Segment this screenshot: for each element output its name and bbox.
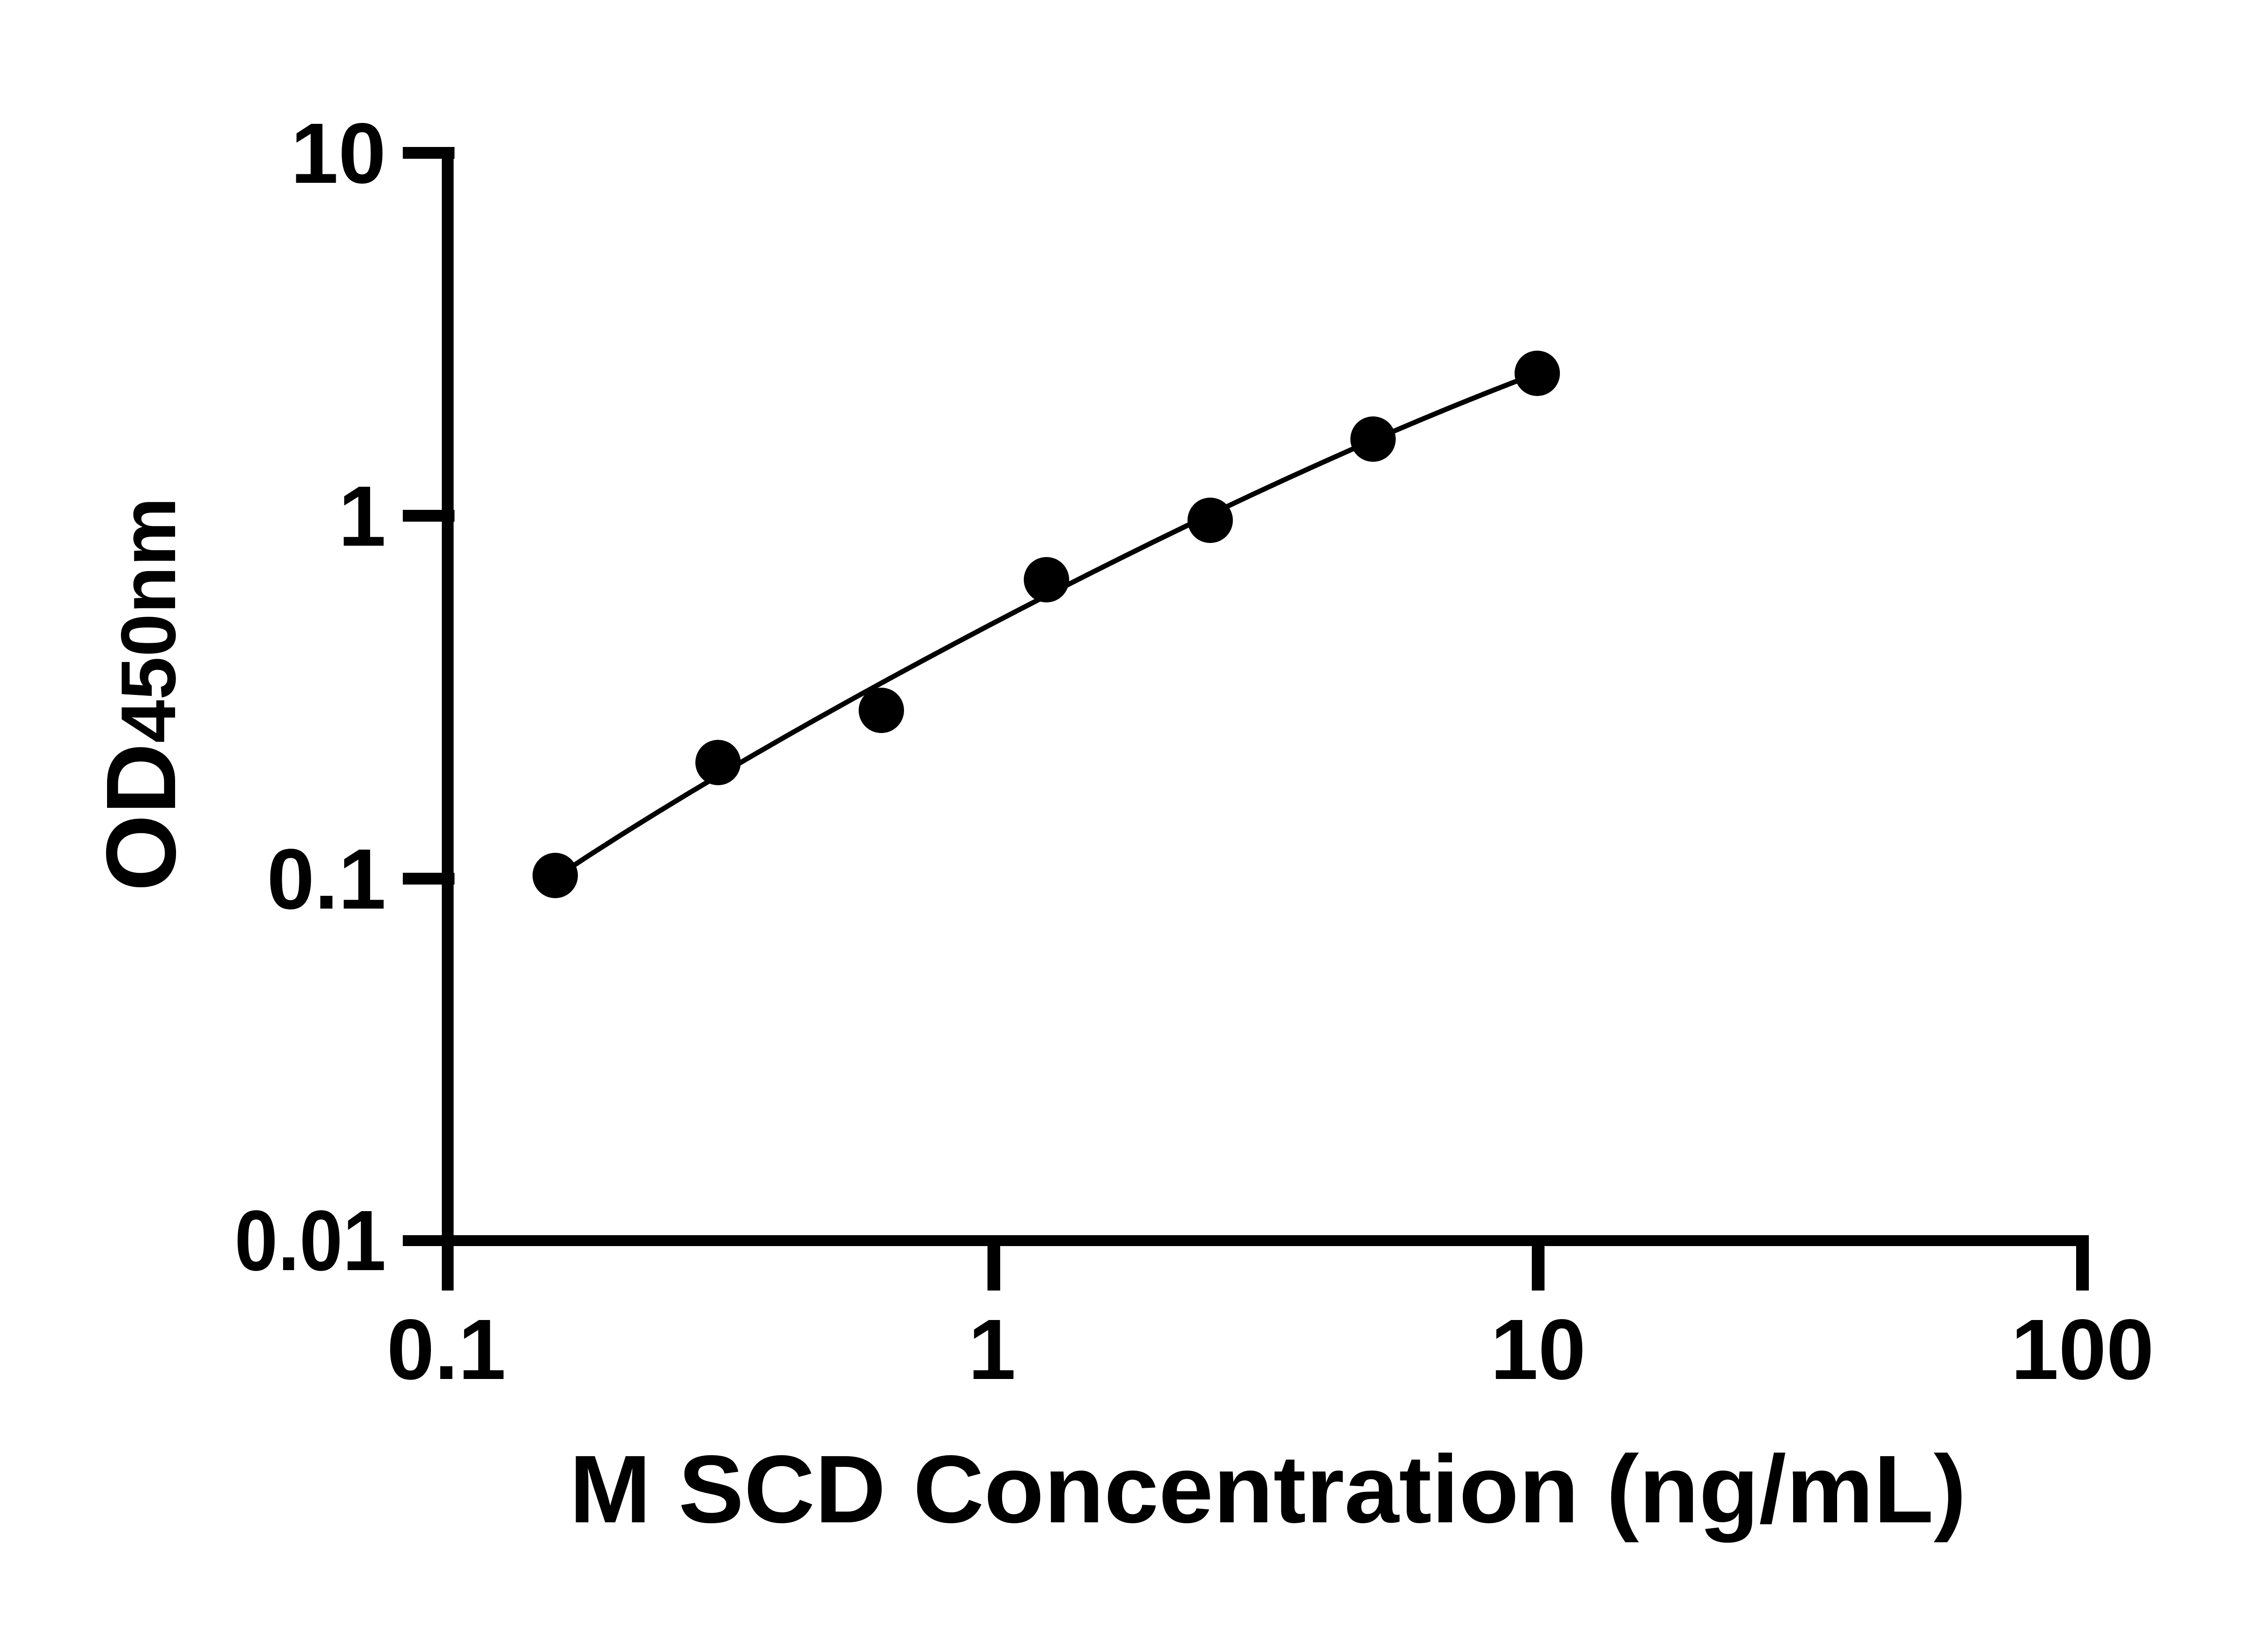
svg-text:OD450nm: OD450nm [86,497,196,891]
svg-text:M SCD Concentration (ng/mL): M SCD Concentration (ng/mL) [569,1435,1966,1543]
svg-text:0.1: 0.1 [267,831,386,927]
svg-text:0.1: 0.1 [387,1302,506,1398]
svg-text:1: 1 [968,1302,1016,1398]
svg-text:10: 10 [291,106,386,201]
svg-text:0.01: 0.01 [235,1193,386,1289]
svg-text:1: 1 [338,469,386,564]
svg-text:10: 10 [1491,1302,1586,1398]
svg-text:100: 100 [2011,1302,2154,1398]
